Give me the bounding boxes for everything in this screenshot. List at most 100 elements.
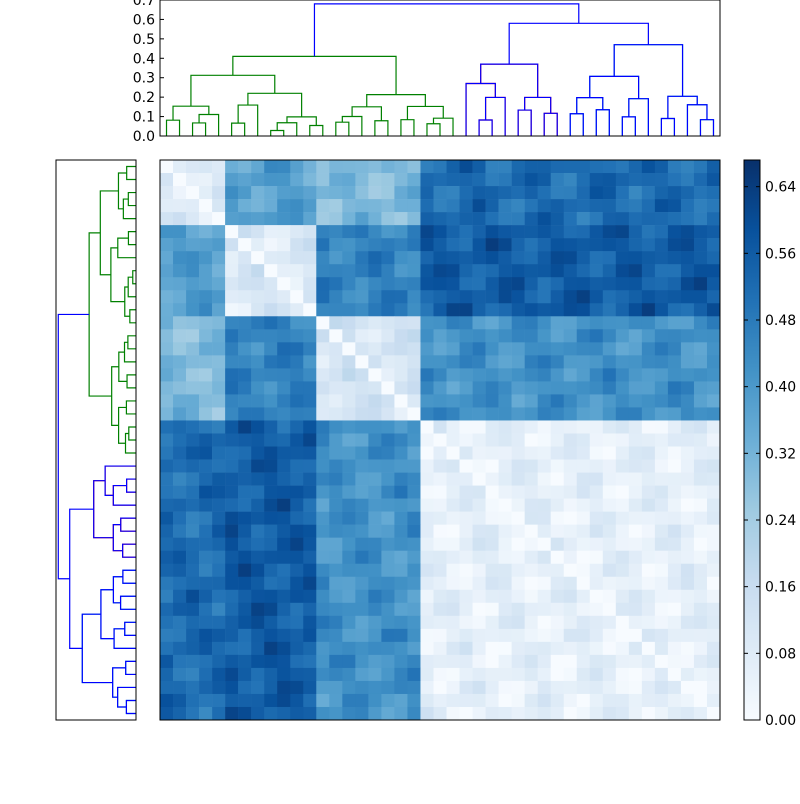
heatmap-cell xyxy=(303,459,317,473)
heatmap-cell xyxy=(615,680,630,695)
heatmap-cell xyxy=(615,446,630,460)
heatmap-cell xyxy=(225,394,239,408)
heatmap-cell xyxy=(641,654,656,669)
heatmap-cell xyxy=(303,550,317,565)
heatmap-cell xyxy=(420,394,434,408)
heatmap-cell xyxy=(589,485,604,499)
heatmap-cell xyxy=(329,472,343,486)
heatmap-cell xyxy=(472,589,486,604)
dendrogram-link xyxy=(126,165,136,181)
heatmap-cell xyxy=(550,693,565,708)
heatmap-cell xyxy=(472,329,486,343)
heatmap-cell xyxy=(420,563,434,578)
heatmap-cell xyxy=(329,667,343,682)
heatmap-cell xyxy=(615,368,630,382)
heatmap-cell xyxy=(680,628,695,643)
heatmap-cell xyxy=(238,316,252,330)
heatmap-cell xyxy=(641,199,656,213)
heatmap-cell xyxy=(589,160,604,174)
heatmap-cell xyxy=(654,264,669,278)
heatmap-cell xyxy=(433,277,447,291)
heatmap-cell xyxy=(186,160,200,174)
heatmap-cell xyxy=(485,563,499,578)
heatmap-cell xyxy=(537,212,551,226)
heatmap-cell xyxy=(368,212,382,226)
heatmap-cell xyxy=(459,485,473,499)
heatmap-cell xyxy=(524,238,538,252)
heatmap-cell xyxy=(641,524,656,538)
heatmap-cell xyxy=(667,628,682,643)
heatmap-cell xyxy=(498,706,512,721)
heatmap-cell xyxy=(641,537,656,551)
heatmap-cell xyxy=(433,407,447,421)
heatmap-cell xyxy=(342,264,356,278)
heatmap-cell xyxy=(251,407,265,421)
heatmap-cell xyxy=(420,277,434,291)
heatmap-cell xyxy=(212,394,226,408)
heatmap-cell xyxy=(394,251,408,265)
heatmap-cell xyxy=(563,537,578,551)
heatmap-cell xyxy=(667,693,682,708)
heatmap-cell xyxy=(680,355,695,369)
heatmap-cell xyxy=(225,342,239,356)
heatmap-cell xyxy=(524,563,538,578)
heatmap-cell xyxy=(628,693,643,708)
heatmap-cell xyxy=(394,654,408,669)
heatmap-cell xyxy=(628,641,643,656)
heatmap-cell xyxy=(173,381,187,395)
heatmap-cell xyxy=(550,563,565,578)
heatmap-cell xyxy=(446,160,460,174)
heatmap-cell xyxy=(160,589,174,604)
heatmap-cell xyxy=(563,277,578,291)
heatmap-cell xyxy=(368,160,382,174)
heatmap-cell xyxy=(316,628,330,643)
heatmap-cell xyxy=(459,524,473,538)
heatmap-cell xyxy=(186,199,200,213)
heatmap-cell xyxy=(186,355,200,369)
heatmap-cell xyxy=(238,368,252,382)
heatmap-cell xyxy=(550,277,565,291)
heatmap-cell xyxy=(706,498,721,512)
heatmap-cell xyxy=(368,537,382,551)
heatmap-cell xyxy=(381,381,395,395)
heatmap-cell xyxy=(225,251,239,265)
heatmap-cell xyxy=(186,563,200,578)
heatmap-cell xyxy=(394,212,408,226)
heatmap-cell xyxy=(537,381,551,395)
heatmap-cell xyxy=(355,654,369,669)
heatmap-cell xyxy=(160,368,174,382)
heatmap-cell xyxy=(368,381,382,395)
heatmap-cell xyxy=(589,394,604,408)
heatmap-cell xyxy=(680,615,695,630)
heatmap-cell xyxy=(693,433,708,447)
heatmap-cell xyxy=(186,706,200,721)
heatmap-cell xyxy=(693,381,708,395)
heatmap-cell xyxy=(563,264,578,278)
heatmap-cell xyxy=(667,524,682,538)
dendrogram-link xyxy=(125,400,136,415)
heatmap-cell xyxy=(537,342,551,356)
heatmap-cell xyxy=(329,628,343,643)
heatmap-cell xyxy=(537,576,551,591)
heatmap-cell xyxy=(329,329,343,343)
heatmap-cell xyxy=(615,628,630,643)
heatmap-cell xyxy=(316,264,330,278)
heatmap-cell xyxy=(602,693,617,708)
heatmap-cell xyxy=(238,654,252,669)
heatmap-cell xyxy=(524,329,538,343)
heatmap-cell xyxy=(381,706,395,721)
heatmap-cell xyxy=(225,420,239,434)
heatmap-cell xyxy=(433,576,447,591)
heatmap-cell xyxy=(706,160,721,174)
heatmap-cell xyxy=(251,472,265,486)
heatmap-cell xyxy=(589,563,604,578)
dendrogram-link xyxy=(165,119,181,136)
dendrogram-link xyxy=(112,667,126,698)
heatmap-cell xyxy=(160,563,174,578)
heatmap-cell xyxy=(303,706,317,721)
heatmap-cell xyxy=(186,446,200,460)
heatmap-cell xyxy=(680,602,695,617)
heatmap-cell xyxy=(524,615,538,630)
heatmap-cell xyxy=(329,290,343,304)
heatmap-cell xyxy=(251,485,265,499)
